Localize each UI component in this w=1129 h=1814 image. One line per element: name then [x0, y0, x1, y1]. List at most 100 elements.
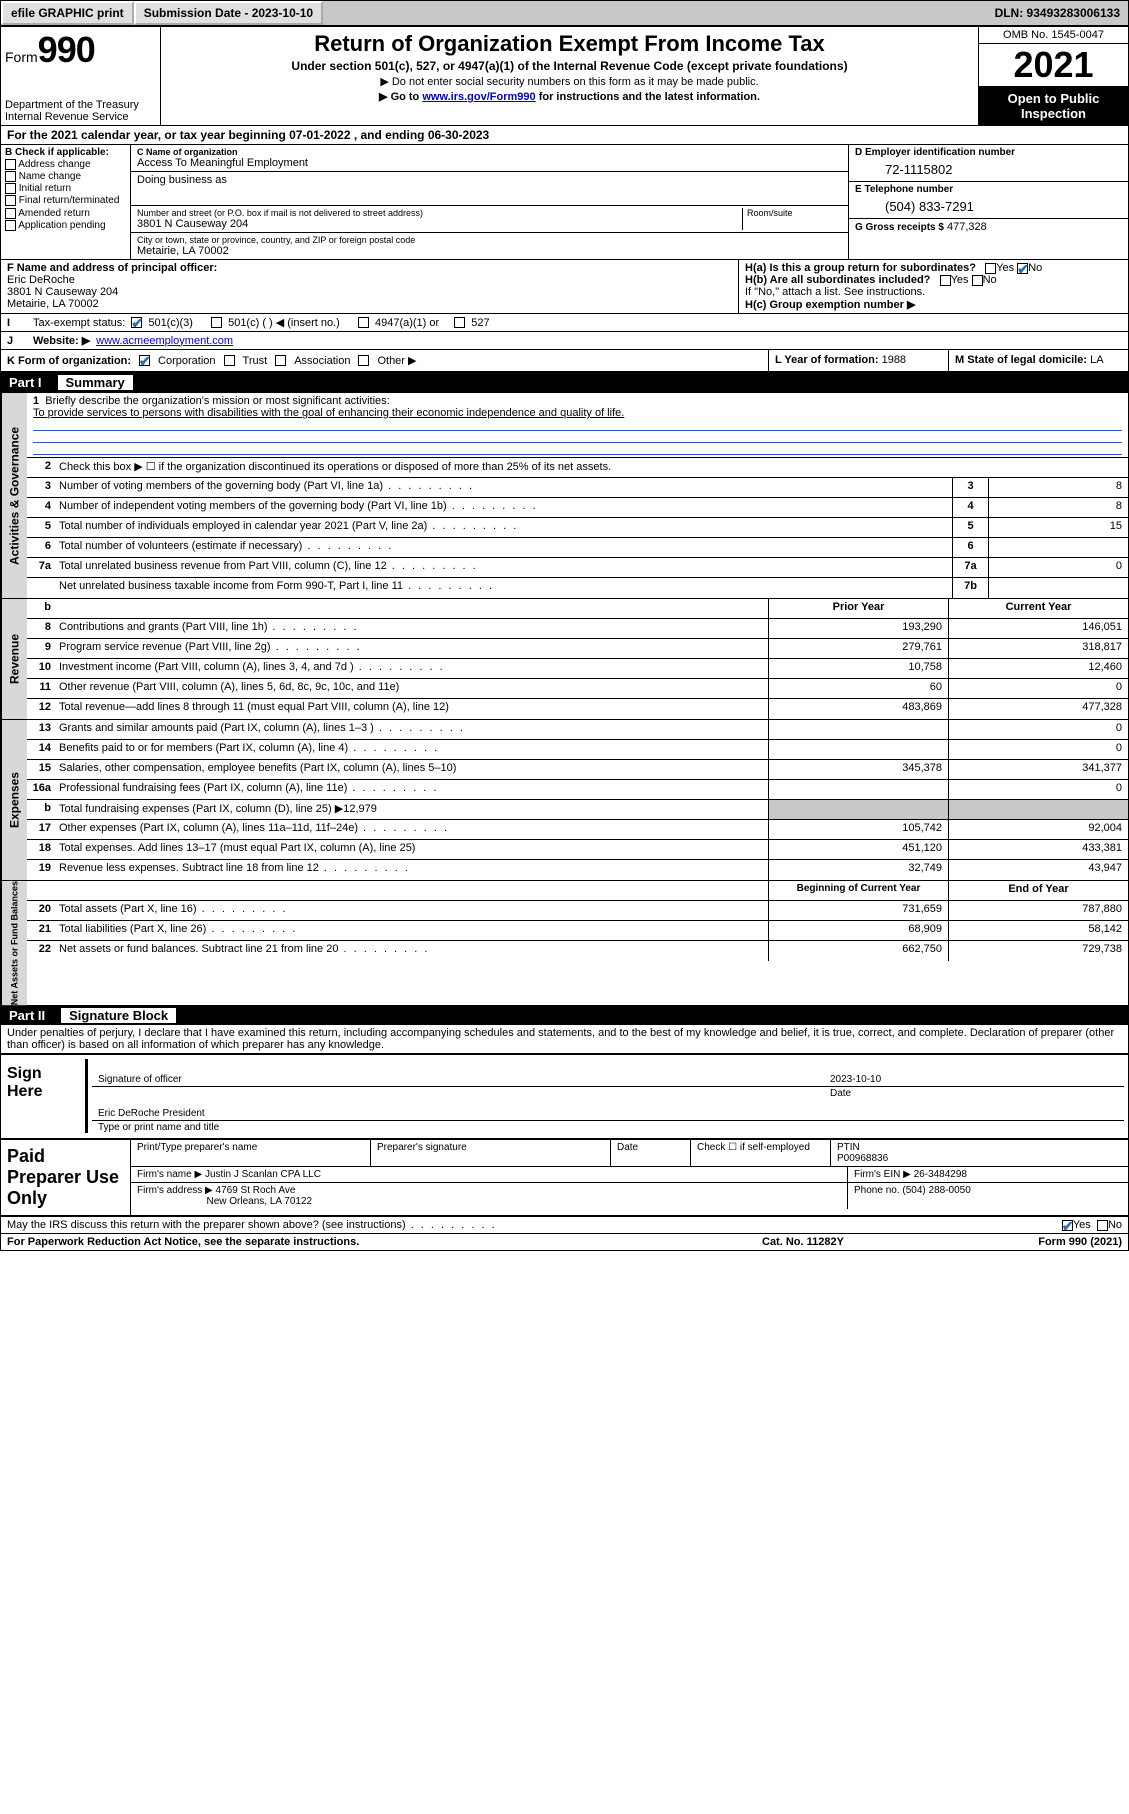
line-13: 13Grants and similar amounts paid (Part … — [27, 720, 1128, 740]
gross-value: 477,328 — [947, 221, 987, 233]
typed-name-label: Type or print name and title — [92, 1121, 1124, 1134]
firm-phone-cell: Phone no. (504) 288-0050 — [848, 1183, 1128, 1209]
irs-form990-link[interactable]: www.irs.gov/Form990 — [422, 91, 535, 103]
line-15: 15Salaries, other compensation, employee… — [27, 760, 1128, 780]
501c-checkbox[interactable] — [211, 317, 222, 328]
row-j-website: J Website: ▶ www.acmeemployment.com — [1, 332, 1128, 350]
officer-addr2: Metairie, LA 70002 — [7, 298, 99, 310]
phone-value: (504) 833-7291 — [855, 195, 1122, 216]
cb-initial-return[interactable]: Initial return — [5, 183, 126, 194]
gross-cell: G Gross receipts $ 477,328 — [849, 219, 1128, 235]
omb-number: OMB No. 1545-0047 — [979, 27, 1128, 44]
form-number: Form990 — [5, 29, 156, 71]
line-19: 19Revenue less expenses. Subtract line 1… — [27, 860, 1128, 880]
address-cell: Number and street (or P.O. box if mail i… — [131, 206, 848, 233]
prep-row-3: Firm's address ▶ 4769 St Roch Ave New Or… — [131, 1183, 1128, 1209]
submission-date-button[interactable]: Submission Date - 2023-10-10 — [134, 1, 323, 25]
col-b-header: B Check if applicable: — [5, 147, 126, 158]
l7b-value — [988, 578, 1128, 598]
col-d: D Employer identification number 72-1115… — [848, 145, 1128, 259]
cb-application-pending[interactable]: Application pending — [5, 220, 126, 231]
501c3-checkbox[interactable] — [131, 317, 142, 328]
line-7a: 7aTotal unrelated business revenue from … — [27, 558, 1128, 578]
tax-year: 2021 — [979, 44, 1128, 87]
ein-label: D Employer identification number — [855, 147, 1122, 158]
row-a-tax-year: For the 2021 calendar year, or tax year … — [1, 126, 1128, 145]
phone-cell: E Telephone number (504) 833-7291 — [849, 182, 1128, 219]
header-left: Form990 Department of the Treasury Inter… — [1, 27, 161, 125]
row-lm: L Year of formation: 1988 M State of leg… — [768, 350, 1128, 371]
line-14: 14Benefits paid to or for members (Part … — [27, 740, 1128, 760]
cb-amended-return[interactable]: Amended return — [5, 208, 126, 219]
firm-ein-cell: Firm's EIN ▶ 26-3484298 — [848, 1167, 1128, 1182]
cb-name-change[interactable]: Name change — [5, 171, 126, 182]
section-revenue: Revenue b Prior Year Current Year 8Contr… — [1, 598, 1128, 719]
firm-address-cell: Firm's address ▶ 4769 St Roch Ave New Or… — [131, 1183, 848, 1209]
corp-checkbox[interactable] — [139, 355, 150, 366]
form-header: Form990 Department of the Treasury Inter… — [1, 27, 1128, 126]
col-c: C Name of organization Access To Meaning… — [131, 145, 848, 259]
goto-prefix: ▶ Go to — [379, 91, 422, 103]
year-formation: L Year of formation: 1988 — [769, 350, 949, 371]
section-activities-governance: Activities & Governance 1 Briefly descri… — [1, 392, 1128, 598]
revenue-header-row: b Prior Year Current Year — [27, 599, 1128, 619]
cb-address-change[interactable]: Address change — [5, 159, 126, 170]
perjury-declaration: Under penalties of perjury, I declare th… — [1, 1025, 1128, 1053]
org-name-cell: C Name of organization Access To Meaning… — [131, 145, 848, 172]
website-link[interactable]: www.acmeemployment.com — [96, 335, 233, 347]
revenue-content: b Prior Year Current Year 8Contributions… — [27, 599, 1128, 719]
firm-addr1: 4769 St Roch Ave — [216, 1185, 296, 1196]
vtab-expenses: Expenses — [1, 720, 27, 880]
ptin-value: P00968836 — [837, 1153, 888, 1164]
paid-preparer-block: Paid Preparer Use Only Print/Type prepar… — [1, 1140, 1128, 1217]
footer-row: For Paperwork Reduction Act Notice, see … — [1, 1233, 1128, 1250]
efile-print-button[interactable]: efile GRAPHIC print — [1, 1, 134, 25]
group-return-section: H(a) Is this a group return for subordin… — [738, 260, 1128, 313]
trust-checkbox[interactable] — [224, 355, 235, 366]
assoc-checkbox[interactable] — [275, 355, 286, 366]
line-8: 8Contributions and grants (Part VIII, li… — [27, 619, 1128, 639]
hb-row: H(b) Are all subordinates included? Yes … — [745, 274, 1122, 286]
dept-treasury: Department of the Treasury — [5, 99, 156, 111]
name-bracket-icon — [85, 1105, 88, 1133]
4947-checkbox[interactable] — [358, 317, 369, 328]
city-cell: City or town, state or province, country… — [131, 233, 848, 259]
l4-value: 8 — [988, 498, 1128, 517]
firm-phone: (504) 288-0050 — [902, 1185, 970, 1196]
part1-number: Part I — [9, 375, 42, 390]
net-assets-header-row: Beginning of Current Year End of Year — [27, 881, 1128, 901]
discuss-no-checkbox[interactable] — [1097, 1220, 1108, 1231]
527-checkbox[interactable] — [454, 317, 465, 328]
l5-value: 15 — [988, 518, 1128, 537]
line-22: 22Net assets or fund balances. Subtract … — [27, 941, 1128, 961]
ein-value: 72-1115802 — [855, 158, 1122, 179]
end-year-header: End of Year — [948, 881, 1128, 900]
section-net-assets: Net Assets or Fund Balances Beginning of… — [1, 880, 1128, 1006]
line-17: 17Other expenses (Part IX, column (A), l… — [27, 820, 1128, 840]
cb-final-return[interactable]: Final return/terminated — [5, 195, 126, 206]
prep-date-header: Date — [611, 1140, 691, 1166]
ha-yes-checkbox[interactable] — [985, 263, 996, 274]
line-16b: b Total fundraising expenses (Part IX, c… — [27, 800, 1128, 820]
beginning-year-header: Beginning of Current Year — [768, 881, 948, 900]
principal-officer: F Name and address of principal officer:… — [1, 260, 738, 313]
entity-info-grid: B Check if applicable: Address change Na… — [1, 145, 1128, 260]
irs-label: Internal Revenue Service — [5, 111, 156, 123]
hb-no-checkbox[interactable] — [972, 275, 983, 286]
prep-name-header: Print/Type preparer's name — [131, 1140, 371, 1166]
dba-label: Doing business as — [137, 174, 842, 186]
other-checkbox[interactable] — [358, 355, 369, 366]
hb-note: If "No," attach a list. See instructions… — [745, 286, 1122, 298]
line-20: 20Total assets (Part X, line 16) 731,659… — [27, 901, 1128, 921]
officer-label: F Name and address of principal officer: — [7, 262, 217, 274]
ha-no-checkbox[interactable] — [1017, 263, 1028, 274]
line-5: 5Total number of individuals employed in… — [27, 518, 1128, 538]
mission-text: To provide services to persons with disa… — [33, 407, 1122, 419]
hb-yes-checkbox[interactable] — [940, 275, 951, 286]
discuss-yes-checkbox[interactable] — [1062, 1220, 1073, 1231]
line-2: 2Check this box ▶ ☐ if the organization … — [27, 458, 1128, 478]
row-klm: K Form of organization: Corporation Trus… — [1, 350, 1128, 373]
prior-year-header: Prior Year — [768, 599, 948, 618]
part1-title: Summary — [58, 375, 133, 390]
officer-signature-label: Signature of officer — [92, 1073, 824, 1086]
